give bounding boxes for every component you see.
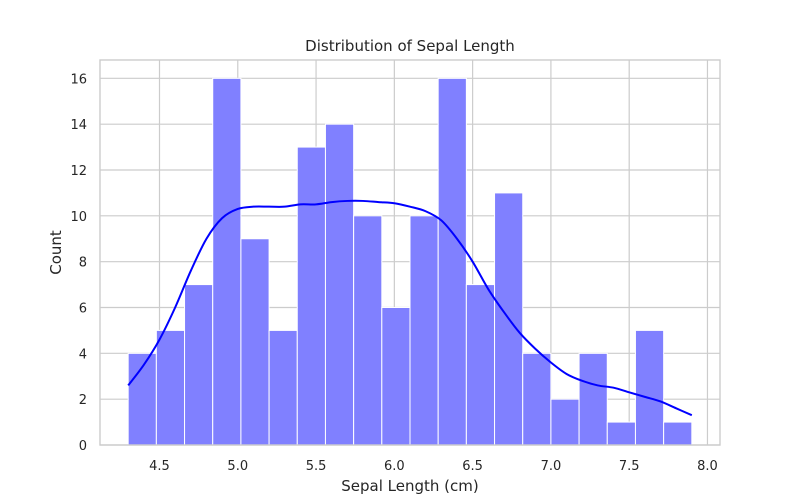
histogram-bar xyxy=(578,352,608,446)
histogram-bar xyxy=(606,421,636,446)
x-axis-label: Sepal Length (cm) xyxy=(341,477,478,495)
y-tick-label: 14 xyxy=(70,118,87,133)
chart-title: Distribution of Sepal Length xyxy=(305,37,515,55)
y-tick-label: 2 xyxy=(79,393,87,408)
histogram-bar xyxy=(381,307,411,446)
histogram-bar xyxy=(212,77,242,446)
histogram-bar xyxy=(522,352,552,446)
histogram-bar xyxy=(409,215,439,446)
histogram-bar xyxy=(155,329,186,446)
histogram-bar xyxy=(437,77,467,446)
histogram-bar xyxy=(353,215,383,446)
x-tick-label: 6.0 xyxy=(384,459,405,474)
x-tick-label: 7.0 xyxy=(541,459,562,474)
y-tick-label: 10 xyxy=(70,210,87,225)
x-tick-labels: 4.5 5.0 5.5 6.0 6.5 7.0 7.5 8.0 xyxy=(149,459,718,474)
x-tick-label: 7.5 xyxy=(619,459,640,474)
y-tick-label: 4 xyxy=(79,347,87,362)
y-tick-label: 12 xyxy=(70,164,87,179)
histogram-bar xyxy=(634,329,665,446)
histogram-bar xyxy=(268,329,298,446)
bar-layer xyxy=(127,77,693,446)
y-axis-label: Count xyxy=(47,230,65,275)
histogram-bar xyxy=(324,123,355,446)
y-tick-label: 0 xyxy=(79,439,87,454)
y-tick-label: 8 xyxy=(79,256,87,271)
x-tick-label: 4.5 xyxy=(149,459,170,474)
x-tick-label: 8.0 xyxy=(697,459,718,474)
histogram-bar xyxy=(184,284,214,446)
plot-frame xyxy=(99,59,721,446)
kde-curve xyxy=(127,199,693,417)
y-tick-labels: 0 2 4 6 8 10 12 14 16 xyxy=(70,72,87,454)
kde-layer xyxy=(127,199,693,417)
histogram-bar xyxy=(663,421,693,446)
histogram-bar xyxy=(550,398,580,446)
y-tick-label: 6 xyxy=(79,302,87,317)
y-tick-label: 16 xyxy=(70,72,87,87)
histogram-bar xyxy=(465,284,496,446)
x-tick-label: 5.5 xyxy=(306,459,327,474)
x-tick-label: 5.0 xyxy=(227,459,248,474)
histogram-bar xyxy=(296,146,326,446)
x-tick-label: 6.5 xyxy=(462,459,483,474)
histogram-bar xyxy=(240,238,270,446)
